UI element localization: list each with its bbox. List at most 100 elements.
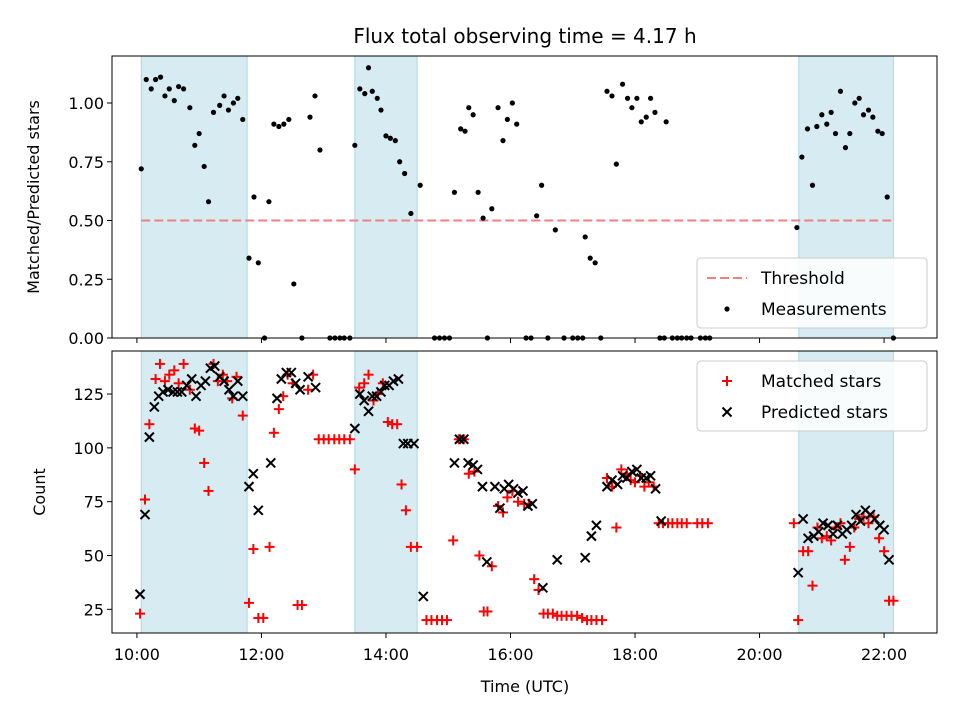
predicted-stars-point-103 [878, 524, 890, 535]
matched-stars-point-26 [258, 612, 269, 623]
predicted-stars-point-25 [248, 468, 259, 479]
matched-stars-point-68 [474, 550, 485, 561]
predicted-stars-point-52-stroke [454, 434, 465, 445]
measurement-point-118 [832, 130, 839, 137]
measurement-point-120 [842, 145, 849, 151]
predicted-stars-point-97-stroke [850, 509, 862, 520]
predicted-stars-point-39-stroke [363, 406, 374, 417]
predicted-stars-point-33-stroke [294, 384, 306, 395]
predicted-stars-point-72-stroke [591, 520, 602, 531]
count-panel-legend: Matched stars Predicted stars [696, 360, 928, 432]
predicted-stars-point-82 [645, 470, 656, 482]
predicted-stars-point-85-stroke [792, 567, 804, 578]
matched-stars-point-46 [359, 378, 370, 389]
predicted-stars-point-84-stroke [655, 515, 667, 527]
measurement-point-30 [281, 121, 287, 127]
measurement-point-126 [870, 114, 876, 120]
measurement-point-47 [374, 95, 380, 101]
measurement-point-25 [255, 260, 261, 266]
measurement-point-97 [647, 95, 654, 101]
y-tick-label: 125 [73, 385, 104, 404]
predicted-stars-point-50 [418, 591, 429, 602]
measurement-point-128 [879, 130, 885, 137]
matched-stars-point-74 [502, 492, 513, 503]
matched-stars-point-35 [303, 384, 314, 395]
predicted-stars-point-21-stroke [228, 390, 239, 402]
measurement-point-53 [402, 170, 408, 177]
measurement-point-114 [814, 123, 820, 130]
predicted-stars-point-56 [472, 464, 483, 475]
y-tick-label: 50 [84, 547, 104, 566]
measurement-point-129 [884, 194, 890, 200]
matched-stars-point-5 [154, 358, 165, 369]
predicted-stars-point-92 [827, 528, 839, 540]
measurement-point-95 [638, 119, 644, 125]
predicted-stars-point-42-stroke [375, 386, 387, 398]
predicted-stars-point-24-stroke [243, 481, 255, 492]
measurement-point-119 [837, 88, 844, 94]
predicted-stars-point-89 [813, 526, 824, 538]
predicted-stars-point-4-stroke [149, 401, 160, 413]
measurement-point-15 [205, 199, 212, 205]
ratio-panel-x-ticks [136, 338, 885, 343]
shaded-interval-2 [354, 55, 418, 339]
matched-stars-point-29 [273, 404, 284, 415]
predicted-stars-point-68-stroke [537, 582, 549, 594]
predicted-stars-point-54-stroke [462, 457, 474, 469]
predicted-stars-point-3 [144, 431, 155, 443]
measurement-point-90 [613, 161, 619, 167]
measurement-point-116 [824, 121, 830, 127]
predicted-stars-point-56-stroke [472, 464, 483, 475]
predicted-stars-point-59-stroke [489, 481, 501, 492]
ratio-panel-legend: Threshold Measurements [696, 257, 928, 329]
predicted-stars-point-96-stroke [846, 520, 857, 531]
predicted-stars-point-58-stroke [481, 556, 493, 568]
measurement-point-76 [534, 213, 540, 219]
y-tick-label: 25 [84, 600, 104, 619]
matched-stars-point-3 [144, 419, 155, 430]
predicted-stars-point-73 [601, 481, 613, 492]
measurement-point-101 [663, 119, 669, 125]
x-tick-label: 14:00 [363, 645, 409, 664]
predicted-stars-point-93 [832, 520, 843, 531]
predicted-stars-point-101-stroke [869, 513, 880, 525]
legend-label: Measurements [761, 300, 887, 320]
measurement-point-127 [875, 128, 881, 134]
predicted-stars-point-104-stroke [883, 554, 895, 566]
predicted-stars-point-40 [367, 390, 378, 402]
measurement-point-10 [181, 86, 187, 92]
predicted-stars-point-37 [354, 388, 366, 400]
predicted-stars-point-36 [349, 423, 361, 434]
measurement-point-44 [362, 91, 368, 97]
predicted-stars-point-7-stroke [162, 384, 174, 395]
measurement-point-65 [475, 189, 481, 195]
legend-x-swatch [721, 406, 733, 418]
measurement-point-62 [462, 128, 468, 134]
measurement-point-22 [240, 116, 246, 123]
predicted-stars-point-8-stroke [167, 386, 179, 398]
legend-label: Predicted stars [761, 403, 888, 423]
measurement-point-93 [629, 105, 635, 111]
matched-stars-point-89 [577, 612, 588, 623]
measurement-point-55 [417, 182, 423, 188]
predicted-stars-point-15-stroke [200, 375, 211, 387]
matched-stars-point-71 [486, 561, 497, 572]
measurement-point-85 [587, 255, 593, 261]
matched-stars-point-22 [237, 410, 248, 421]
predicted-stars-point-60 [494, 502, 506, 514]
matched-stars-point-10 [178, 358, 189, 369]
predicted-stars-point-68 [537, 582, 549, 594]
matched-stars-point-34 [296, 600, 307, 611]
predicted-stars-point-11 [181, 380, 192, 391]
predicted-stars-point-57 [477, 481, 488, 492]
measurement-point-117 [828, 109, 834, 115]
matched-stars-point-134 [879, 546, 890, 557]
measurement-point-121 [847, 130, 853, 137]
measurement-point-5 [157, 74, 164, 80]
predicted-stars-point-85 [792, 567, 804, 578]
matched-stars-point-133 [874, 533, 885, 544]
predicted-stars-point-21 [228, 390, 239, 402]
predicted-stars-point-62-stroke [503, 479, 514, 490]
matched-stars-point-63 [448, 535, 459, 546]
